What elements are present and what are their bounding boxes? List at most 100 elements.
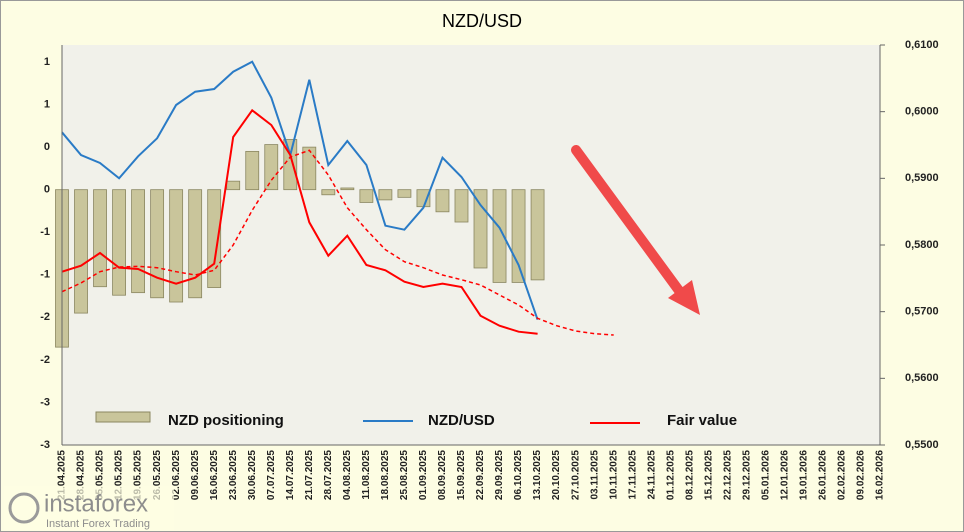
bar bbox=[359, 189, 374, 203]
bar bbox=[245, 150, 260, 191]
x-tick-label: 27.10.2025 bbox=[570, 450, 581, 500]
bar bbox=[74, 189, 88, 314]
x-tick-label: 28.04.2025 bbox=[76, 450, 87, 500]
x-tick-label: 07.07.2025 bbox=[266, 450, 277, 500]
x-tick-label: 23.06.2025 bbox=[228, 450, 239, 500]
x-tick-label: 01.09.2025 bbox=[418, 450, 429, 500]
y-tick-label: -3 bbox=[40, 439, 50, 451]
x-tick-label: 19.01.2026 bbox=[799, 450, 810, 500]
bar bbox=[264, 144, 279, 191]
x-tick-label: 21.04.2025 bbox=[57, 450, 68, 500]
legend-label: NZD/USD bbox=[428, 412, 495, 429]
x-tick-label: 08.09.2025 bbox=[437, 450, 448, 500]
labels: -3 -3 -2 -2 -1 -1 0 0 1 1 0,5500 0,5600 0,5700 0,5800… bbox=[40, 39, 938, 500]
x-tick-label: 13.10.2025 bbox=[532, 450, 543, 500]
x-tick-label: 29.09.2025 bbox=[494, 450, 505, 500]
arrow-shaft bbox=[571, 145, 685, 297]
x-tick-label: 14.07.2025 bbox=[285, 450, 296, 500]
x-tick-label: 09.02.2026 bbox=[856, 450, 867, 500]
x-tick-label: 15.12.2025 bbox=[703, 450, 714, 500]
x-tick-label: 12.01.2026 bbox=[780, 450, 791, 500]
legend-label: Fair value bbox=[667, 412, 737, 429]
bar bbox=[188, 189, 203, 299]
line bbox=[61, 108, 538, 335]
y-tick-label: 0 bbox=[44, 141, 50, 153]
y-tick-label: -1 bbox=[40, 269, 50, 281]
logo-name: instaforex bbox=[44, 490, 148, 517]
bar bbox=[207, 189, 222, 288]
line bbox=[61, 60, 539, 321]
x-tick-label: 01.12.2025 bbox=[665, 450, 676, 500]
legend-swatch bbox=[95, 411, 151, 423]
legend: NZD positioning NZD/USD Fair value bbox=[95, 411, 737, 429]
bar bbox=[321, 189, 336, 196]
bar bbox=[112, 189, 126, 296]
bar bbox=[93, 189, 107, 288]
y2-tick-label: 0,6000 bbox=[905, 106, 939, 118]
plot-area bbox=[62, 45, 880, 445]
x-tick-label: 02.06.2025 bbox=[171, 450, 182, 500]
bar bbox=[378, 189, 393, 201]
x-tick-label: 18.08.2025 bbox=[380, 450, 391, 500]
y2-tick-label: 0,5900 bbox=[905, 172, 939, 184]
x-tick-label: 26.05.2025 bbox=[152, 450, 163, 500]
line bbox=[61, 149, 614, 336]
bar bbox=[473, 189, 488, 269]
y-tick-label: -2 bbox=[40, 354, 50, 366]
x-tick-label: 15.09.2025 bbox=[456, 450, 467, 500]
bar bbox=[150, 189, 165, 299]
y-tick-label: 1 bbox=[44, 98, 50, 110]
bar bbox=[340, 187, 355, 191]
logo: instaforex Instant Forex Trading bbox=[4, 486, 174, 530]
bar bbox=[283, 139, 298, 191]
arrow-head bbox=[668, 280, 700, 315]
y-tick-label: 0 bbox=[44, 184, 50, 196]
y2-tick-label: 0,5700 bbox=[905, 306, 939, 318]
x-tick-label: 17.11.2025 bbox=[627, 450, 638, 500]
x-tick-label: 16.06.2025 bbox=[209, 450, 220, 500]
x-tick-label: 24.11.2025 bbox=[646, 450, 657, 500]
bar bbox=[226, 180, 241, 191]
y2-tick-label: 0,5500 bbox=[905, 439, 939, 451]
y2-tick-label: 0,5600 bbox=[905, 372, 939, 384]
marks bbox=[55, 60, 614, 348]
bar bbox=[131, 189, 145, 294]
y2-tick-label: 0,6100 bbox=[905, 39, 939, 51]
y-tick-label: -1 bbox=[40, 226, 50, 238]
logo-tagline: Instant Forex Trading bbox=[46, 518, 150, 530]
x-tick-label: 06.10.2025 bbox=[513, 450, 524, 500]
x-tick-label: 12.05.2025 bbox=[114, 450, 125, 500]
bar bbox=[530, 189, 545, 281]
x-tick-label: 22.09.2025 bbox=[475, 450, 486, 500]
y-tick-label: 1 bbox=[44, 56, 50, 68]
x-tick-label: 19.05.2025 bbox=[133, 450, 144, 500]
x-tick-label: 05.05.2025 bbox=[95, 450, 106, 500]
x-tick-label: 03.11.2025 bbox=[589, 450, 600, 500]
x-tick-label: 10.11.2025 bbox=[608, 450, 619, 500]
x-tick-label: 21.07.2025 bbox=[304, 450, 315, 500]
x-tick-label: 20.10.2025 bbox=[551, 450, 562, 500]
logo-icon bbox=[8, 492, 40, 524]
bar bbox=[492, 189, 507, 283]
x-tick-label: 09.06.2025 bbox=[190, 450, 201, 500]
bar bbox=[397, 189, 412, 198]
chart-title: NZD/USD bbox=[442, 11, 522, 31]
x-tick-label: 30.06.2025 bbox=[247, 450, 258, 500]
x-tick-label: 25.08.2025 bbox=[399, 450, 410, 500]
bar bbox=[454, 189, 469, 223]
x-tick-label: 29.12.2025 bbox=[741, 450, 752, 500]
x-tick-label: 04.08.2025 bbox=[342, 450, 353, 500]
x-tick-label: 16.02.2026 bbox=[875, 450, 886, 500]
x-tick-label: 02.02.2026 bbox=[837, 450, 848, 500]
x-tick-label: 22.12.2025 bbox=[722, 450, 733, 500]
x-tick-label: 08.12.2025 bbox=[684, 450, 695, 500]
x-tick-label: 05.01.2026 bbox=[761, 450, 772, 500]
y2-tick-label: 0,5800 bbox=[905, 239, 939, 251]
logo-bg bbox=[4, 486, 174, 530]
x-tick-label: 26.01.2026 bbox=[818, 450, 829, 500]
bar bbox=[169, 189, 184, 303]
y-tick-label: -2 bbox=[40, 311, 50, 323]
y-tick-label: -3 bbox=[40, 396, 50, 408]
arrow bbox=[571, 145, 700, 315]
